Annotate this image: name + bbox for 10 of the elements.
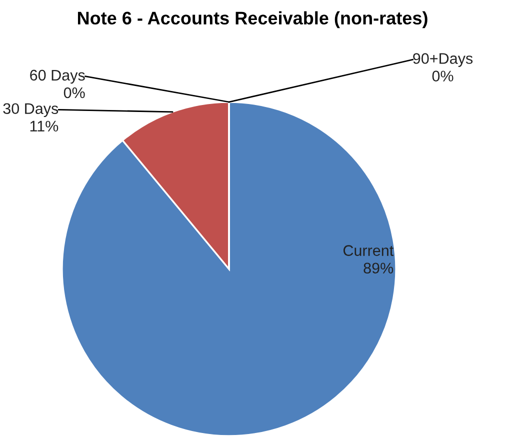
data-label: 11% (30, 120, 58, 132)
text: 0% (432, 70, 454, 82)
text: 0% (64, 87, 85, 98)
slice-label: 30 Days (3, 103, 58, 118)
data-label: 89% (364, 262, 394, 274)
slice-label: Current (343, 245, 394, 256)
chart-title: Note 6 - Accounts Receivable (non-rates) (78, 11, 428, 28)
pie-slice (61, 101, 397, 437)
category-label: 90+Days (413, 53, 473, 67)
category-label: 60 Days (30, 70, 85, 84)
